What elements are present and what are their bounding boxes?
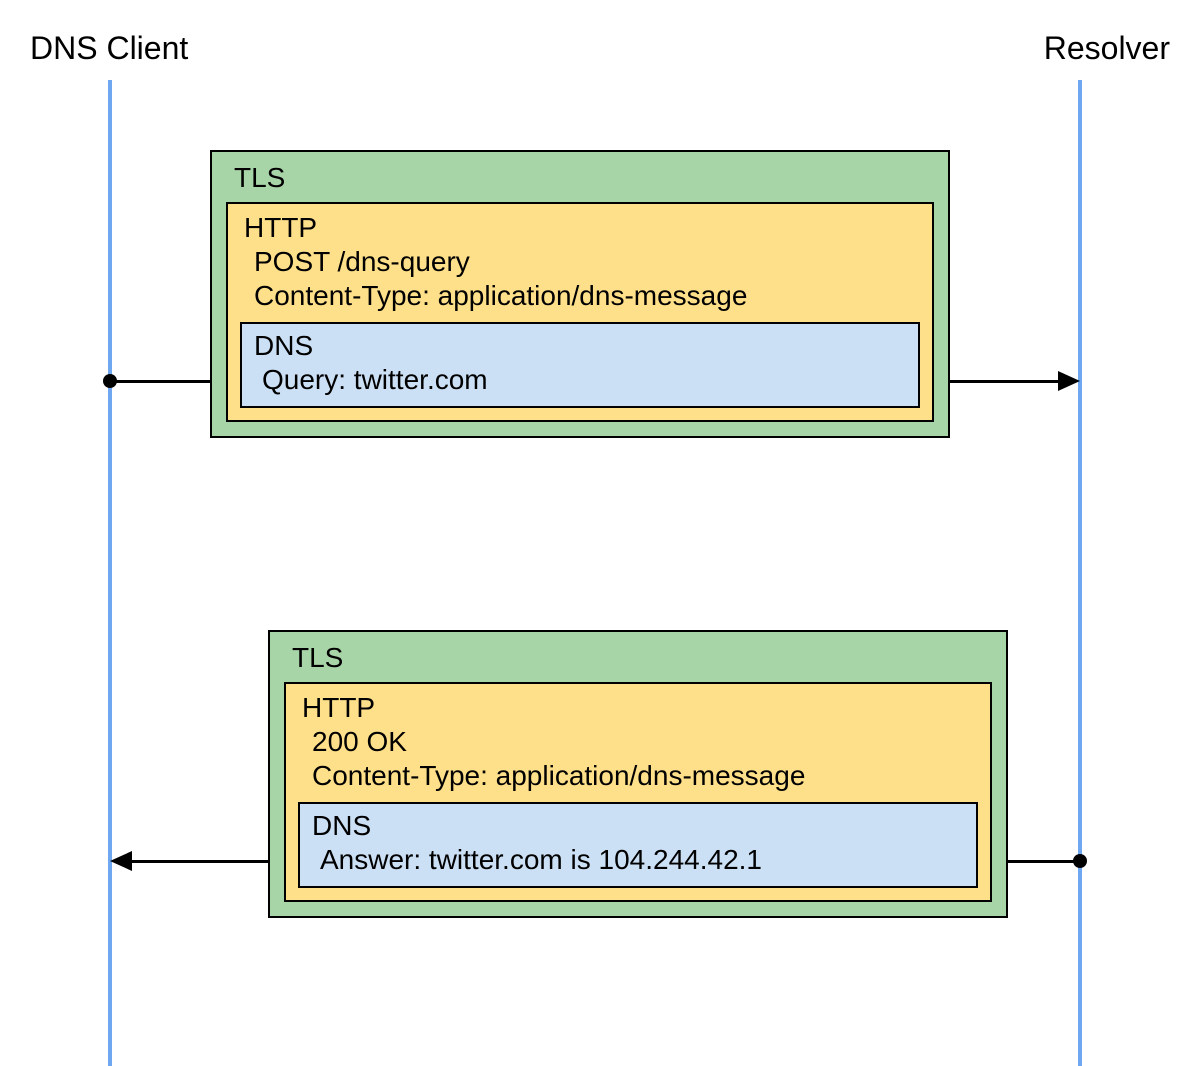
lifeline-client bbox=[108, 80, 112, 1066]
request-dns-line-0: Query: twitter.com bbox=[262, 364, 908, 396]
response-http-line-1: Content-Type: application/dns-message bbox=[312, 760, 978, 792]
response-http-line-0: 200 OK bbox=[312, 726, 978, 758]
request-tls-box: TLS HTTP POST /dns-query Content-Type: a… bbox=[210, 150, 950, 438]
lifeline-resolver bbox=[1078, 80, 1082, 1066]
request-http-box: HTTP POST /dns-query Content-Type: appli… bbox=[226, 202, 934, 422]
response-http-label: HTTP bbox=[302, 692, 978, 724]
response-tls-box: TLS HTTP 200 OK Content-Type: applicatio… bbox=[268, 630, 1008, 918]
arrow-request-origin-dot bbox=[103, 374, 117, 388]
request-dns-box: DNS Query: twitter.com bbox=[240, 322, 920, 408]
request-http-label: HTTP bbox=[244, 212, 920, 244]
response-dns-line-0: Answer: twitter.com is 104.244.42.1 bbox=[320, 844, 966, 876]
request-dns-label: DNS bbox=[254, 330, 908, 362]
participant-resolver-label: Resolver bbox=[1044, 30, 1170, 67]
response-dns-label: DNS bbox=[312, 810, 966, 842]
response-http-box: HTTP 200 OK Content-Type: application/dn… bbox=[284, 682, 992, 902]
arrow-request-head bbox=[1058, 371, 1080, 391]
response-dns-box: DNS Answer: twitter.com is 104.244.42.1 bbox=[298, 802, 978, 888]
request-http-line-1: Content-Type: application/dns-message bbox=[254, 280, 920, 312]
response-tls-label: TLS bbox=[292, 642, 992, 674]
arrow-response-head bbox=[110, 851, 132, 871]
request-http-line-0: POST /dns-query bbox=[254, 246, 920, 278]
participant-client-label: DNS Client bbox=[30, 30, 188, 67]
request-tls-label: TLS bbox=[234, 162, 934, 194]
arrow-response-origin-dot bbox=[1073, 854, 1087, 868]
